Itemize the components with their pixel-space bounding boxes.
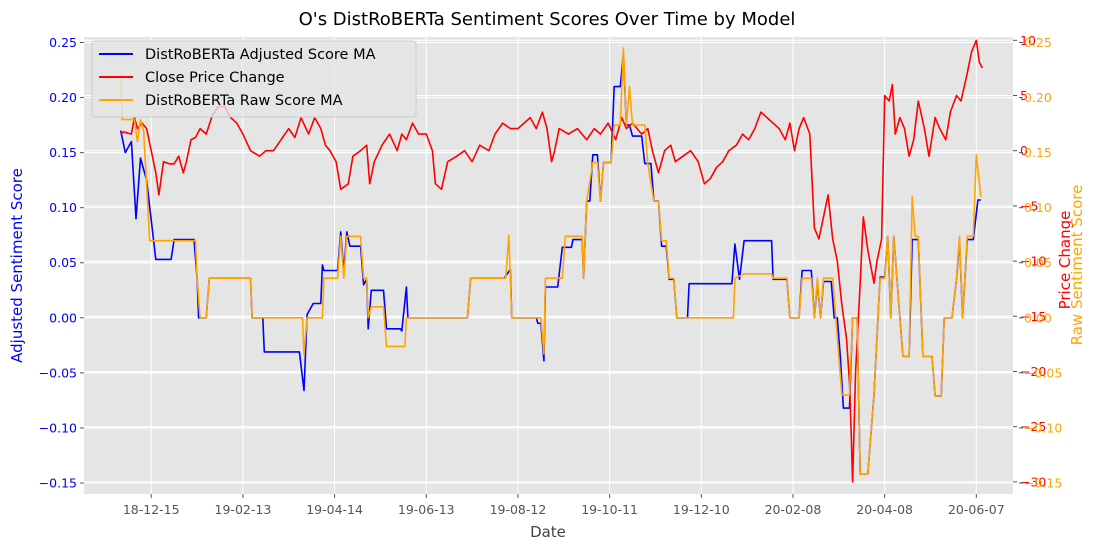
right1-axis-label: Price Change: [1056, 211, 1074, 310]
left-axis-label: Adjusted Sentiment Score: [8, 168, 26, 363]
left-tick-label: 0.20: [49, 90, 77, 105]
right1-tick-label: 5: [1020, 88, 1028, 103]
x-axis-label: Date: [530, 523, 566, 541]
x-tick-label: 18-12-15: [123, 502, 180, 517]
right2-tick-label: −0.05: [1024, 365, 1062, 380]
right2-axis-label: Raw Sentiment Score: [1068, 185, 1086, 346]
x-tick-label: 20-06-07: [948, 502, 1005, 517]
right2-tick-label: 0.15: [1024, 145, 1052, 160]
right1-tick-label: 0: [1020, 143, 1028, 158]
axes-layer: 18-12-15 19-02-13 19-04-14 19-06-13 19-08-12…: [8, 33, 1086, 517]
right2-tick-label: 0.05: [1024, 255, 1052, 270]
x-tick-label: 20-04-08: [856, 502, 913, 517]
right2-tick-label: 0.00: [1024, 310, 1052, 325]
left-tick-label: 0.25: [49, 35, 77, 50]
left-tick-label: 0.00: [49, 310, 77, 325]
legend-label: Close Price Change: [145, 70, 285, 86]
x-tick-label: 19-02-13: [215, 502, 272, 517]
x-tick-label: 19-06-13: [398, 502, 455, 517]
legend-box: [91, 40, 417, 118]
right2-tick-label: −0.15: [1024, 475, 1062, 490]
series-line-1: [119, 52, 981, 476]
series-line-3: [119, 47, 982, 476]
left-tick-label: −0.10: [39, 420, 77, 435]
series-layer: [119, 39, 984, 483]
right2-tick-label: −0.10: [1024, 420, 1062, 435]
left-tick-label: 0.10: [49, 200, 77, 215]
left-tick-label: 0.15: [49, 145, 77, 160]
right1-tick-label: −25: [1020, 419, 1046, 434]
right1-tick-label: −15: [1020, 309, 1046, 324]
left-tick-label: −0.05: [39, 365, 77, 380]
right2-tick-label: 0.10: [1024, 200, 1052, 215]
legend-label: DistRoBERTa Adjusted Score MA: [145, 47, 376, 63]
right2-tick-label: 0.25: [1024, 35, 1052, 50]
legend: DistRoBERTa Adjusted Score MA Close Price…: [91, 40, 417, 118]
x-tick-label: 19-08-12: [490, 502, 547, 517]
x-tick-label: 19-04-14: [306, 502, 363, 517]
chart-title: O's DistRoBERTa Sentiment Scores Over Ti…: [299, 9, 796, 30]
x-tick-label: 19-10-11: [581, 502, 638, 517]
left-tick-label: −0.15: [39, 475, 77, 490]
legend-label: DistRoBERTa Raw Score MA: [145, 93, 343, 109]
right1-tick-label: 10: [1020, 33, 1036, 48]
right1-tick-label: −5: [1020, 198, 1038, 213]
right2-tick-label: 0.20: [1024, 90, 1052, 105]
right1-tick-label: −20: [1020, 364, 1046, 379]
left-tick-label: 0.05: [49, 255, 77, 270]
x-tick-label: 20-02-08: [765, 502, 822, 517]
series-line-2: [120, 39, 984, 483]
right1-tick-label: −30: [1020, 474, 1046, 489]
x-tick-label: 19-12-10: [673, 502, 730, 517]
right1-tick-label: −10: [1020, 254, 1046, 269]
